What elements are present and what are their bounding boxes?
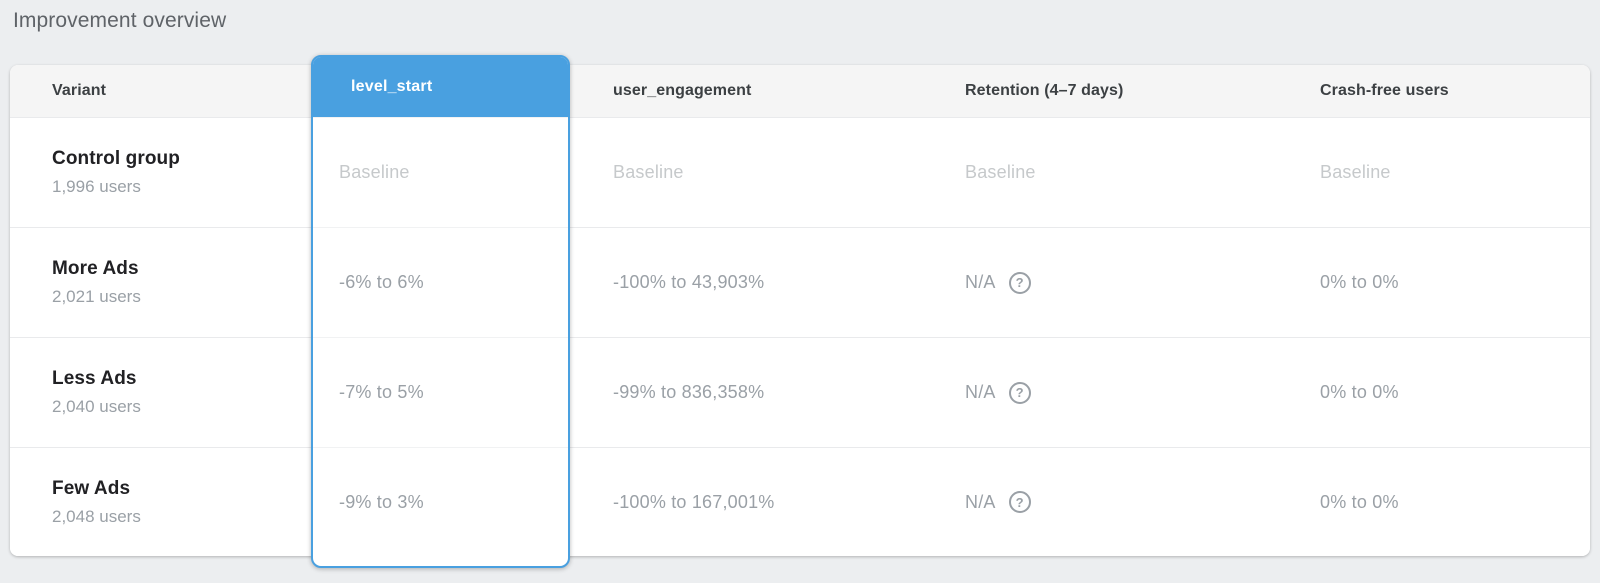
table-row-few-ads: Few Ads 2,048 users -100% to 167,001% N/… (10, 447, 1590, 556)
retention-value: N/A (965, 491, 996, 512)
help-icon[interactable]: ? (1008, 381, 1031, 404)
retention-value: N/A (965, 272, 996, 292)
column-header-crash-free[interactable]: Crash-free users (1320, 82, 1449, 99)
cell-crash-free: 0% to 0% (1320, 272, 1399, 292)
variant-cell: Control group 1,996 users (10, 148, 311, 197)
cell-level-start: -6% to 6% (313, 227, 568, 337)
cell-retention: N/A ? (920, 491, 1275, 513)
variant-user-count: 2,048 users (52, 506, 141, 526)
variant-cell: More Ads 2,021 users (10, 258, 311, 307)
column-header-level-start[interactable]: level_start (313, 57, 568, 117)
cell-retention: N/A ? (920, 271, 1275, 294)
cell-crash-free: Baseline (1320, 162, 1391, 182)
improvement-overview-table: Variant user_engagement Retention (4–7 d… (10, 65, 1590, 556)
variant-user-count: 2,040 users (52, 397, 141, 416)
column-header-user-engagement[interactable]: user_engagement (613, 82, 752, 99)
variant-name: Less Ads (52, 368, 137, 389)
cell-retention: N/A ? (920, 381, 1275, 404)
table-header-row: Variant user_engagement Retention (4–7 d… (10, 65, 1590, 117)
help-icon[interactable]: ? (1008, 271, 1031, 294)
column-header-retention[interactable]: Retention (4–7 days) (965, 82, 1124, 99)
cell-user-engagement: -99% to 836,358% (613, 382, 765, 402)
cell-user-engagement: Baseline (613, 162, 684, 182)
cell-crash-free: 0% to 0% (1320, 491, 1399, 512)
cell-crash-free: 0% to 0% (1320, 382, 1399, 402)
retention-value: N/A (965, 382, 996, 402)
column-header-variant: Variant (52, 82, 107, 99)
help-icon[interactable]: ? (1008, 491, 1031, 513)
variant-cell: Few Ads 2,048 users (10, 478, 311, 527)
cell-level-start: Baseline (313, 117, 568, 227)
cell-level-start: -7% to 5% (313, 337, 568, 447)
cell-user-engagement: -100% to 167,001% (613, 491, 775, 512)
selected-metric-column: level_start Baseline -6% to 6% -7% to 5%… (311, 55, 570, 568)
cell-retention: Baseline (965, 162, 1036, 182)
table-row-less-ads: Less Ads 2,040 users -99% to 836,358% N/… (10, 337, 1590, 447)
cell-level-start: -9% to 3% (313, 447, 568, 557)
variant-name: Control group (52, 148, 180, 169)
variant-cell: Less Ads 2,040 users (10, 368, 311, 417)
variant-name: More Ads (52, 258, 139, 279)
table-row-control-group: Control group 1,996 users Baseline Basel… (10, 117, 1590, 227)
page-title: Improvement overview (13, 9, 227, 32)
variant-user-count: 2,021 users (52, 287, 141, 306)
cell-user-engagement: -100% to 43,903% (613, 272, 765, 292)
table-row-more-ads: More Ads 2,021 users -100% to 43,903% N/… (10, 227, 1590, 337)
variant-name: Few Ads (52, 477, 131, 499)
variant-user-count: 1,996 users (52, 177, 141, 196)
